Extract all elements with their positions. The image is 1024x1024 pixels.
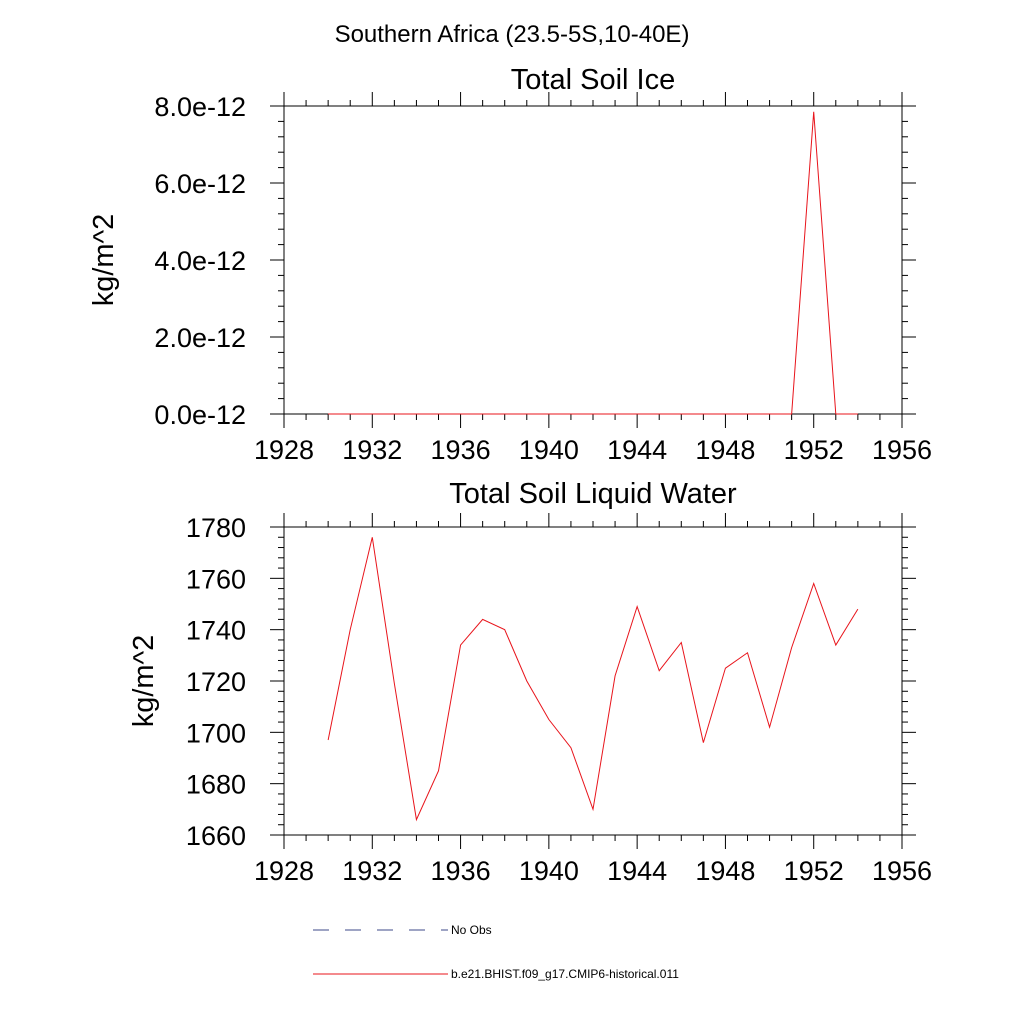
panel-total-soil-ice: Total Soil Ice 1928 1932 1936 1940 1944 1948 19… xyxy=(88,64,932,465)
x-tick-label: 1940 xyxy=(519,856,579,886)
y-tick-label: 8.0e-12 xyxy=(154,92,246,122)
y-axis-label: kg/m^2 xyxy=(88,214,120,307)
x-tick-label: 1932 xyxy=(342,435,402,465)
y-tick-label: 1660 xyxy=(186,821,246,851)
plot-frame xyxy=(283,105,903,415)
panel-total-soil-liquid-water: Total Soil Liquid Water 1928 1932 1936 1940 1… xyxy=(128,478,932,886)
x-tick-label: 1956 xyxy=(872,856,932,886)
legend-label: b.e21.BHIST.f09_g17.CMIP6-historical.011 xyxy=(451,967,679,981)
series-line xyxy=(327,537,859,822)
x-tick-label: 1952 xyxy=(784,435,844,465)
x-tick-label: 1928 xyxy=(254,435,314,465)
y-axis-label: kg/m^2 xyxy=(128,635,160,728)
x-tick-label: 1936 xyxy=(431,856,491,886)
y-tick-label: 1680 xyxy=(186,770,246,800)
x-tick-label: 1932 xyxy=(342,856,402,886)
legend-label: No Obs xyxy=(451,923,492,937)
x-tick-label: 1936 xyxy=(431,435,491,465)
y-tick-label: 0.0e-12 xyxy=(154,400,246,430)
plot-frame xyxy=(283,526,903,836)
series-line xyxy=(328,111,858,415)
y-tick-label: 1740 xyxy=(186,616,246,646)
panel-title: Total Soil Ice xyxy=(511,64,675,96)
x-tick-label: 1944 xyxy=(607,856,667,886)
panel-title: Total Soil Liquid Water xyxy=(449,478,737,510)
x-tick-label: 1948 xyxy=(695,435,755,465)
legend: No Obs b.e21.BHIST.f09_g17.CMIP6-historic… xyxy=(313,923,679,981)
y-tick-label: 6.0e-12 xyxy=(154,169,246,199)
x-tick-label: 1952 xyxy=(784,856,844,886)
x-tick-label: 1940 xyxy=(519,435,579,465)
x-tick-label: 1928 xyxy=(254,856,314,886)
x-tick-label: 1944 xyxy=(607,435,667,465)
x-tick-label: 1956 xyxy=(872,435,932,465)
y-tick-label: 1760 xyxy=(186,564,246,594)
y-tick-label: 1720 xyxy=(186,667,246,697)
figure-title: Southern Africa (23.5-5S,10-40E) xyxy=(335,21,690,48)
y-tick-label: 2.0e-12 xyxy=(154,323,246,353)
y-tick-label: 1780 xyxy=(186,513,246,543)
y-tick-label: 4.0e-12 xyxy=(154,246,246,276)
y-tick-label: 1700 xyxy=(186,718,246,748)
x-tick-label: 1948 xyxy=(695,856,755,886)
